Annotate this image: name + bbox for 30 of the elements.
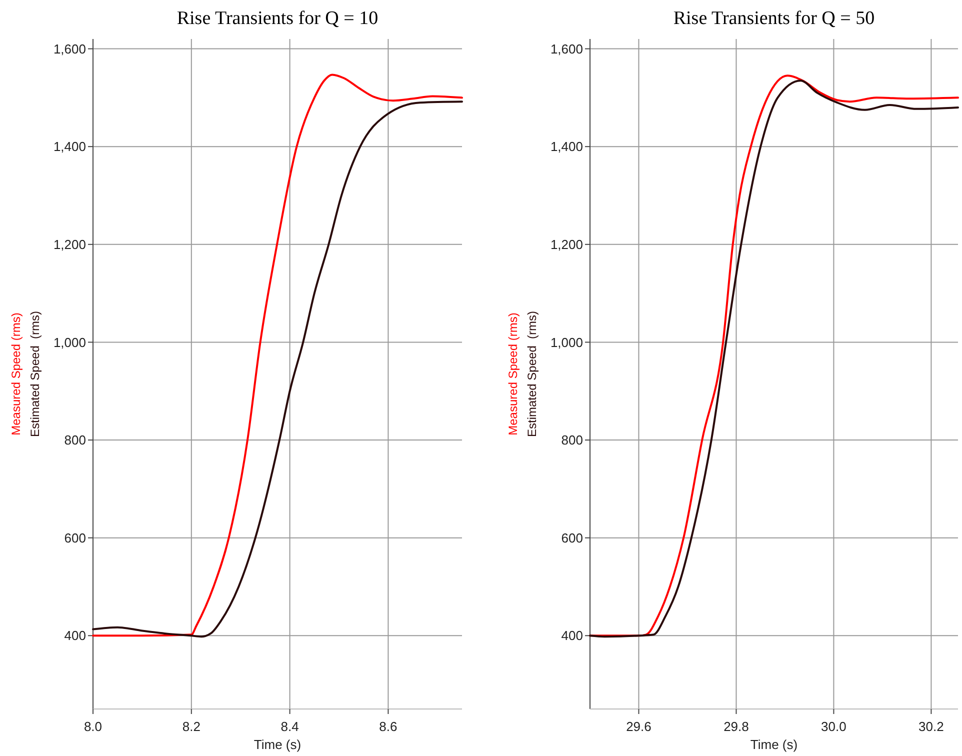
x-tick-label: 8.6	[379, 719, 398, 734]
y-tick-label: 400	[561, 628, 583, 644]
x-tick-label: 8.2	[182, 719, 200, 734]
y-tick-label: 1,200	[53, 236, 86, 252]
y-tick-label: 600	[64, 530, 86, 546]
y-tick-label: 1,400	[53, 139, 86, 154]
chart-title: Rise Transients for Q = 50	[673, 8, 875, 29]
y-tick-label: 1,600	[550, 41, 583, 56]
x-tick-label: 29.6	[626, 719, 652, 734]
x-tick-label: 8.0	[84, 719, 102, 734]
x-tick-label: 30.0	[821, 719, 846, 734]
y-tick-label: 1,000	[550, 334, 583, 350]
y-tick-label: 1,400	[550, 139, 583, 154]
text: Estimated Speed (rms)	[525, 310, 539, 438]
y-tick-label: 600	[561, 530, 583, 546]
y-tick-label: 800	[561, 432, 583, 448]
x-axis-title: Time (s)	[254, 737, 302, 752]
x-axis-title: Time (s)	[750, 737, 798, 752]
x-tick-label: 8.4	[280, 719, 299, 734]
text: Measured Speed (rms)	[506, 312, 520, 436]
x-tick-label: 30.2	[918, 719, 944, 734]
y-tick-label: 1,000	[53, 334, 86, 350]
text: Estimated Speed (rms)	[28, 310, 42, 438]
y-tick-label: 1,600	[53, 41, 86, 56]
y-tick-label: 1,200	[550, 236, 583, 252]
y-tick-label: 400	[64, 628, 86, 644]
chart-title: Rise Transients for Q = 10	[176, 8, 378, 29]
text: Measured Speed (rms)	[9, 312, 23, 436]
y-tick-label: 800	[64, 432, 86, 448]
x-tick-label: 29.8	[724, 719, 749, 734]
